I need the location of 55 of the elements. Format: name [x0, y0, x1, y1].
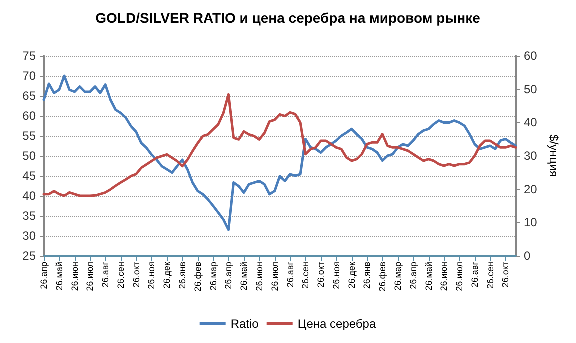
x-tick-label: 26.сен: [116, 262, 126, 289]
x-tick-label: 26.фев: [192, 262, 203, 292]
y2-tick-label: 60: [524, 49, 538, 63]
x-tick-label: 26.июл: [85, 262, 96, 292]
line-series: [42, 93, 518, 198]
x-tick-label: 26.мар: [208, 262, 218, 291]
x-tick-label: 26.окт: [131, 262, 142, 288]
x-tick-label: 26.май: [54, 262, 64, 291]
y2-tick-label: 50: [524, 82, 538, 96]
y2-tick-label: 20: [524, 182, 538, 196]
line-series: [42, 74, 518, 232]
x-tick-label: 26.мар: [393, 262, 403, 291]
x-tick-label: 26.апр: [224, 262, 234, 290]
legend-label: Ratio: [230, 317, 260, 331]
x-tick-label: 26.июл: [454, 262, 465, 292]
x-tick-label: 26.май: [424, 262, 434, 291]
y-tick-label: 35: [22, 209, 36, 223]
y-tick-label: 25: [22, 249, 36, 263]
x-tick-label: 26.ноя: [331, 262, 342, 290]
x-tick-label: 26.фев: [378, 262, 388, 292]
x-tick-label: 26.июн: [439, 262, 450, 292]
x-tick-label: 26.окт: [316, 262, 326, 288]
y-tick-label: 75: [22, 49, 36, 63]
x-tick-label: 26.дек: [162, 262, 172, 289]
x-tick-label: 26.сен: [300, 262, 311, 289]
x-tick-label: 26.ноя: [146, 262, 157, 290]
x-tick-label: 26.июн: [70, 262, 80, 292]
x-tick-label: 26.авг: [100, 261, 111, 288]
x-tick-label: 26.апр: [39, 262, 49, 290]
x-tick-label: 26.авг: [470, 261, 480, 288]
x-tick-label: 26.янв: [362, 262, 372, 290]
y2-tick-label: 30: [524, 149, 538, 163]
y-tick-label: 45: [22, 169, 36, 183]
x-tick-label: 26.июл: [270, 262, 280, 292]
y-tick-label: 70: [22, 69, 36, 83]
y2-tick-label: 0: [524, 249, 531, 263]
y2-tick-label: 40: [524, 116, 538, 130]
y-tick-label: 50: [22, 149, 36, 163]
x-tick-label: 26.май: [239, 262, 250, 291]
x-tick-label: 26.сен: [485, 262, 496, 289]
legend-label: Цена серебра: [298, 317, 376, 331]
chart-title: GOLD/SILVER RATIO и цена серебра на мировом рынке: [96, 10, 481, 26]
x-tick-label: 26.дек: [346, 262, 357, 289]
y2-axis-title: $/унция: [547, 134, 562, 178]
y-tick-label: 60: [22, 109, 36, 123]
x-tick-label: 26.янв: [178, 262, 188, 290]
y-tick-label: 55: [22, 129, 36, 143]
x-tick-label: 26.авг: [285, 261, 296, 288]
y-tick-label: 65: [22, 89, 36, 103]
x-tick-label: 26.июн: [254, 262, 264, 292]
y2-tick-label: 10: [524, 216, 538, 230]
x-tick-label: 26.апр: [408, 262, 418, 290]
x-tick-label: 26.окт: [500, 262, 511, 288]
y-tick-label: 40: [22, 189, 36, 203]
y-tick-label: 30: [22, 229, 36, 243]
